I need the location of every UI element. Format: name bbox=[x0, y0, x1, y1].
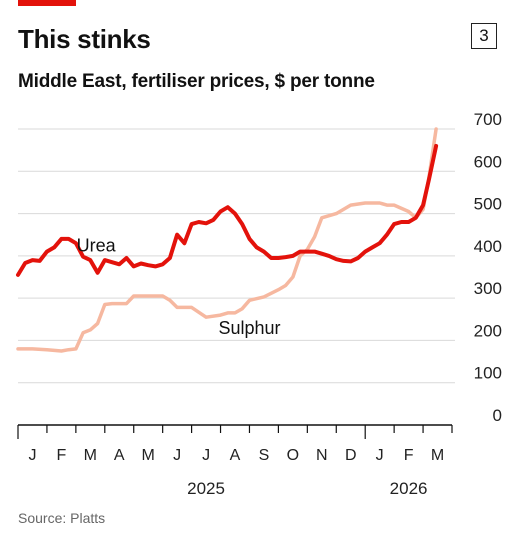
x-tick-label: J bbox=[376, 447, 384, 464]
x-tick-label: J bbox=[28, 447, 36, 464]
x-tick-label: D bbox=[345, 447, 357, 464]
series-line-sulphur bbox=[16, 127, 438, 353]
x-tick-label: M bbox=[84, 447, 97, 464]
chart-number-badge: 3 bbox=[471, 23, 497, 49]
y-tick-label: 300 bbox=[474, 279, 502, 298]
x-tick-label: F bbox=[404, 447, 414, 464]
y-tick-label: 500 bbox=[474, 195, 502, 214]
year-label: 2026 bbox=[390, 479, 428, 498]
y-tick-labels: 0 100 200 300 400 500 600 700 bbox=[474, 110, 502, 425]
x-tick-label: S bbox=[259, 447, 270, 464]
series-label-urea: Urea bbox=[77, 236, 117, 256]
series-labels: Sulphur Urea bbox=[77, 236, 281, 338]
source-note: Source: Platts bbox=[18, 510, 106, 526]
x-tick-label: N bbox=[316, 447, 328, 464]
y-tick-label: 0 bbox=[493, 406, 502, 425]
x-tick-label: O bbox=[287, 447, 299, 464]
brand-tag bbox=[18, 0, 76, 6]
y-tick-label: 100 bbox=[474, 364, 502, 383]
series-lines bbox=[16, 127, 439, 353]
y-tick-label: 200 bbox=[474, 321, 502, 340]
x-tick-label: A bbox=[230, 447, 241, 464]
x-tick-label: F bbox=[57, 447, 67, 464]
series-line-urea bbox=[16, 143, 439, 277]
series-label-sulphur: Sulphur bbox=[218, 318, 280, 338]
x-tick-label: J bbox=[202, 447, 210, 464]
y-tick-label: 600 bbox=[474, 152, 502, 171]
x-tick-label: J bbox=[173, 447, 181, 464]
x-tick-label: M bbox=[142, 447, 155, 464]
y-tick-label: 700 bbox=[474, 110, 502, 129]
y-tick-label: 400 bbox=[474, 237, 502, 256]
x-tick-label: A bbox=[114, 447, 125, 464]
chart-title: This stinks bbox=[18, 24, 151, 54]
chart-subtitle: Middle East, fertiliser prices, $ per to… bbox=[18, 71, 375, 92]
x-tick-label: M bbox=[431, 447, 444, 464]
year-label: 2025 bbox=[187, 479, 225, 498]
